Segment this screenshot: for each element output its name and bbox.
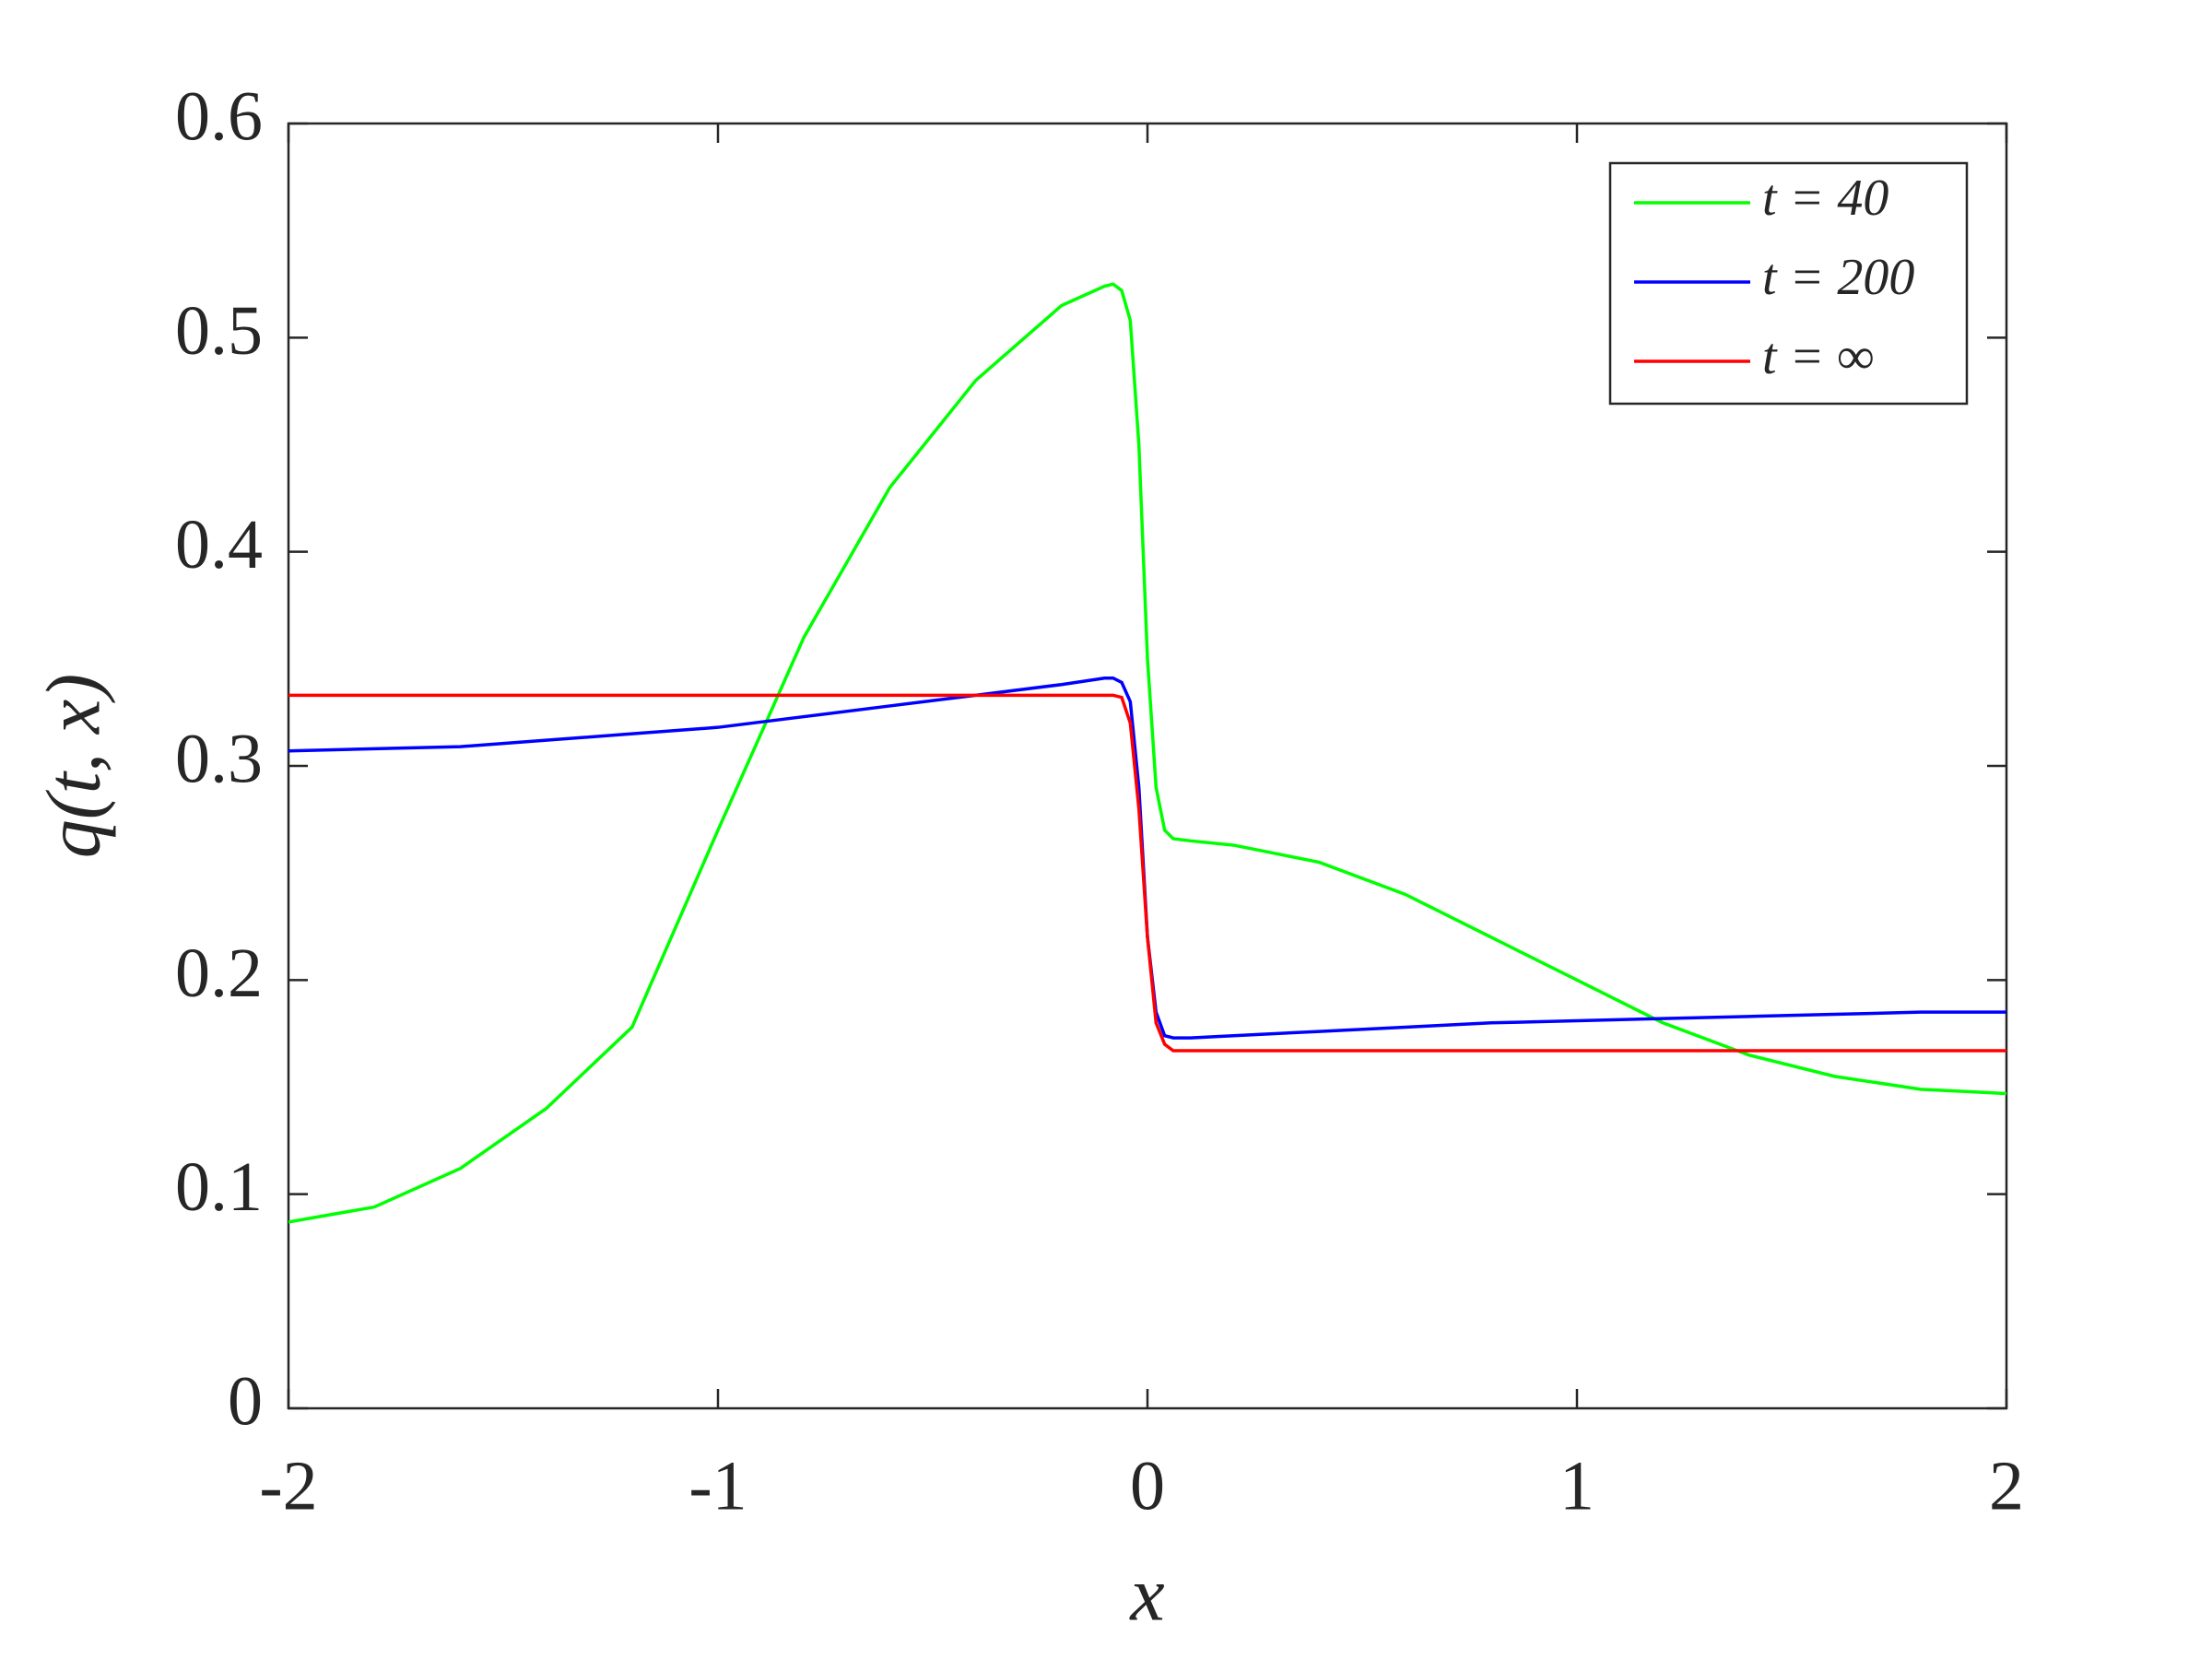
x-tick-label: -1 [688, 1447, 747, 1524]
legend-label: t = 40 [1762, 170, 1888, 227]
y-tick-label: 0.3 [175, 720, 263, 797]
y-axis-label: q(t, x) [30, 674, 116, 859]
series-line [288, 693, 2006, 1053]
y-tick-label: 0.4 [175, 506, 263, 583]
y-tick-label: 0.6 [175, 77, 263, 155]
y-tick-label: 0.1 [175, 1148, 263, 1226]
series-line [288, 282, 2007, 1224]
x-tick-label: -2 [259, 1447, 317, 1524]
x-tick-label: 2 [1989, 1447, 2024, 1524]
y-tick-label: 0 [228, 1362, 263, 1440]
y-tick-label: 0.5 [175, 292, 263, 370]
x-axis-label: x [1128, 1551, 1164, 1637]
legend-label: t = 200 [1762, 249, 1914, 306]
y-tick-label: 0.2 [175, 935, 263, 1012]
x-tick-label: 1 [1559, 1447, 1594, 1524]
legend-label: t = ∞ [1762, 328, 1874, 385]
x-tick-label: 0 [1130, 1447, 1165, 1524]
